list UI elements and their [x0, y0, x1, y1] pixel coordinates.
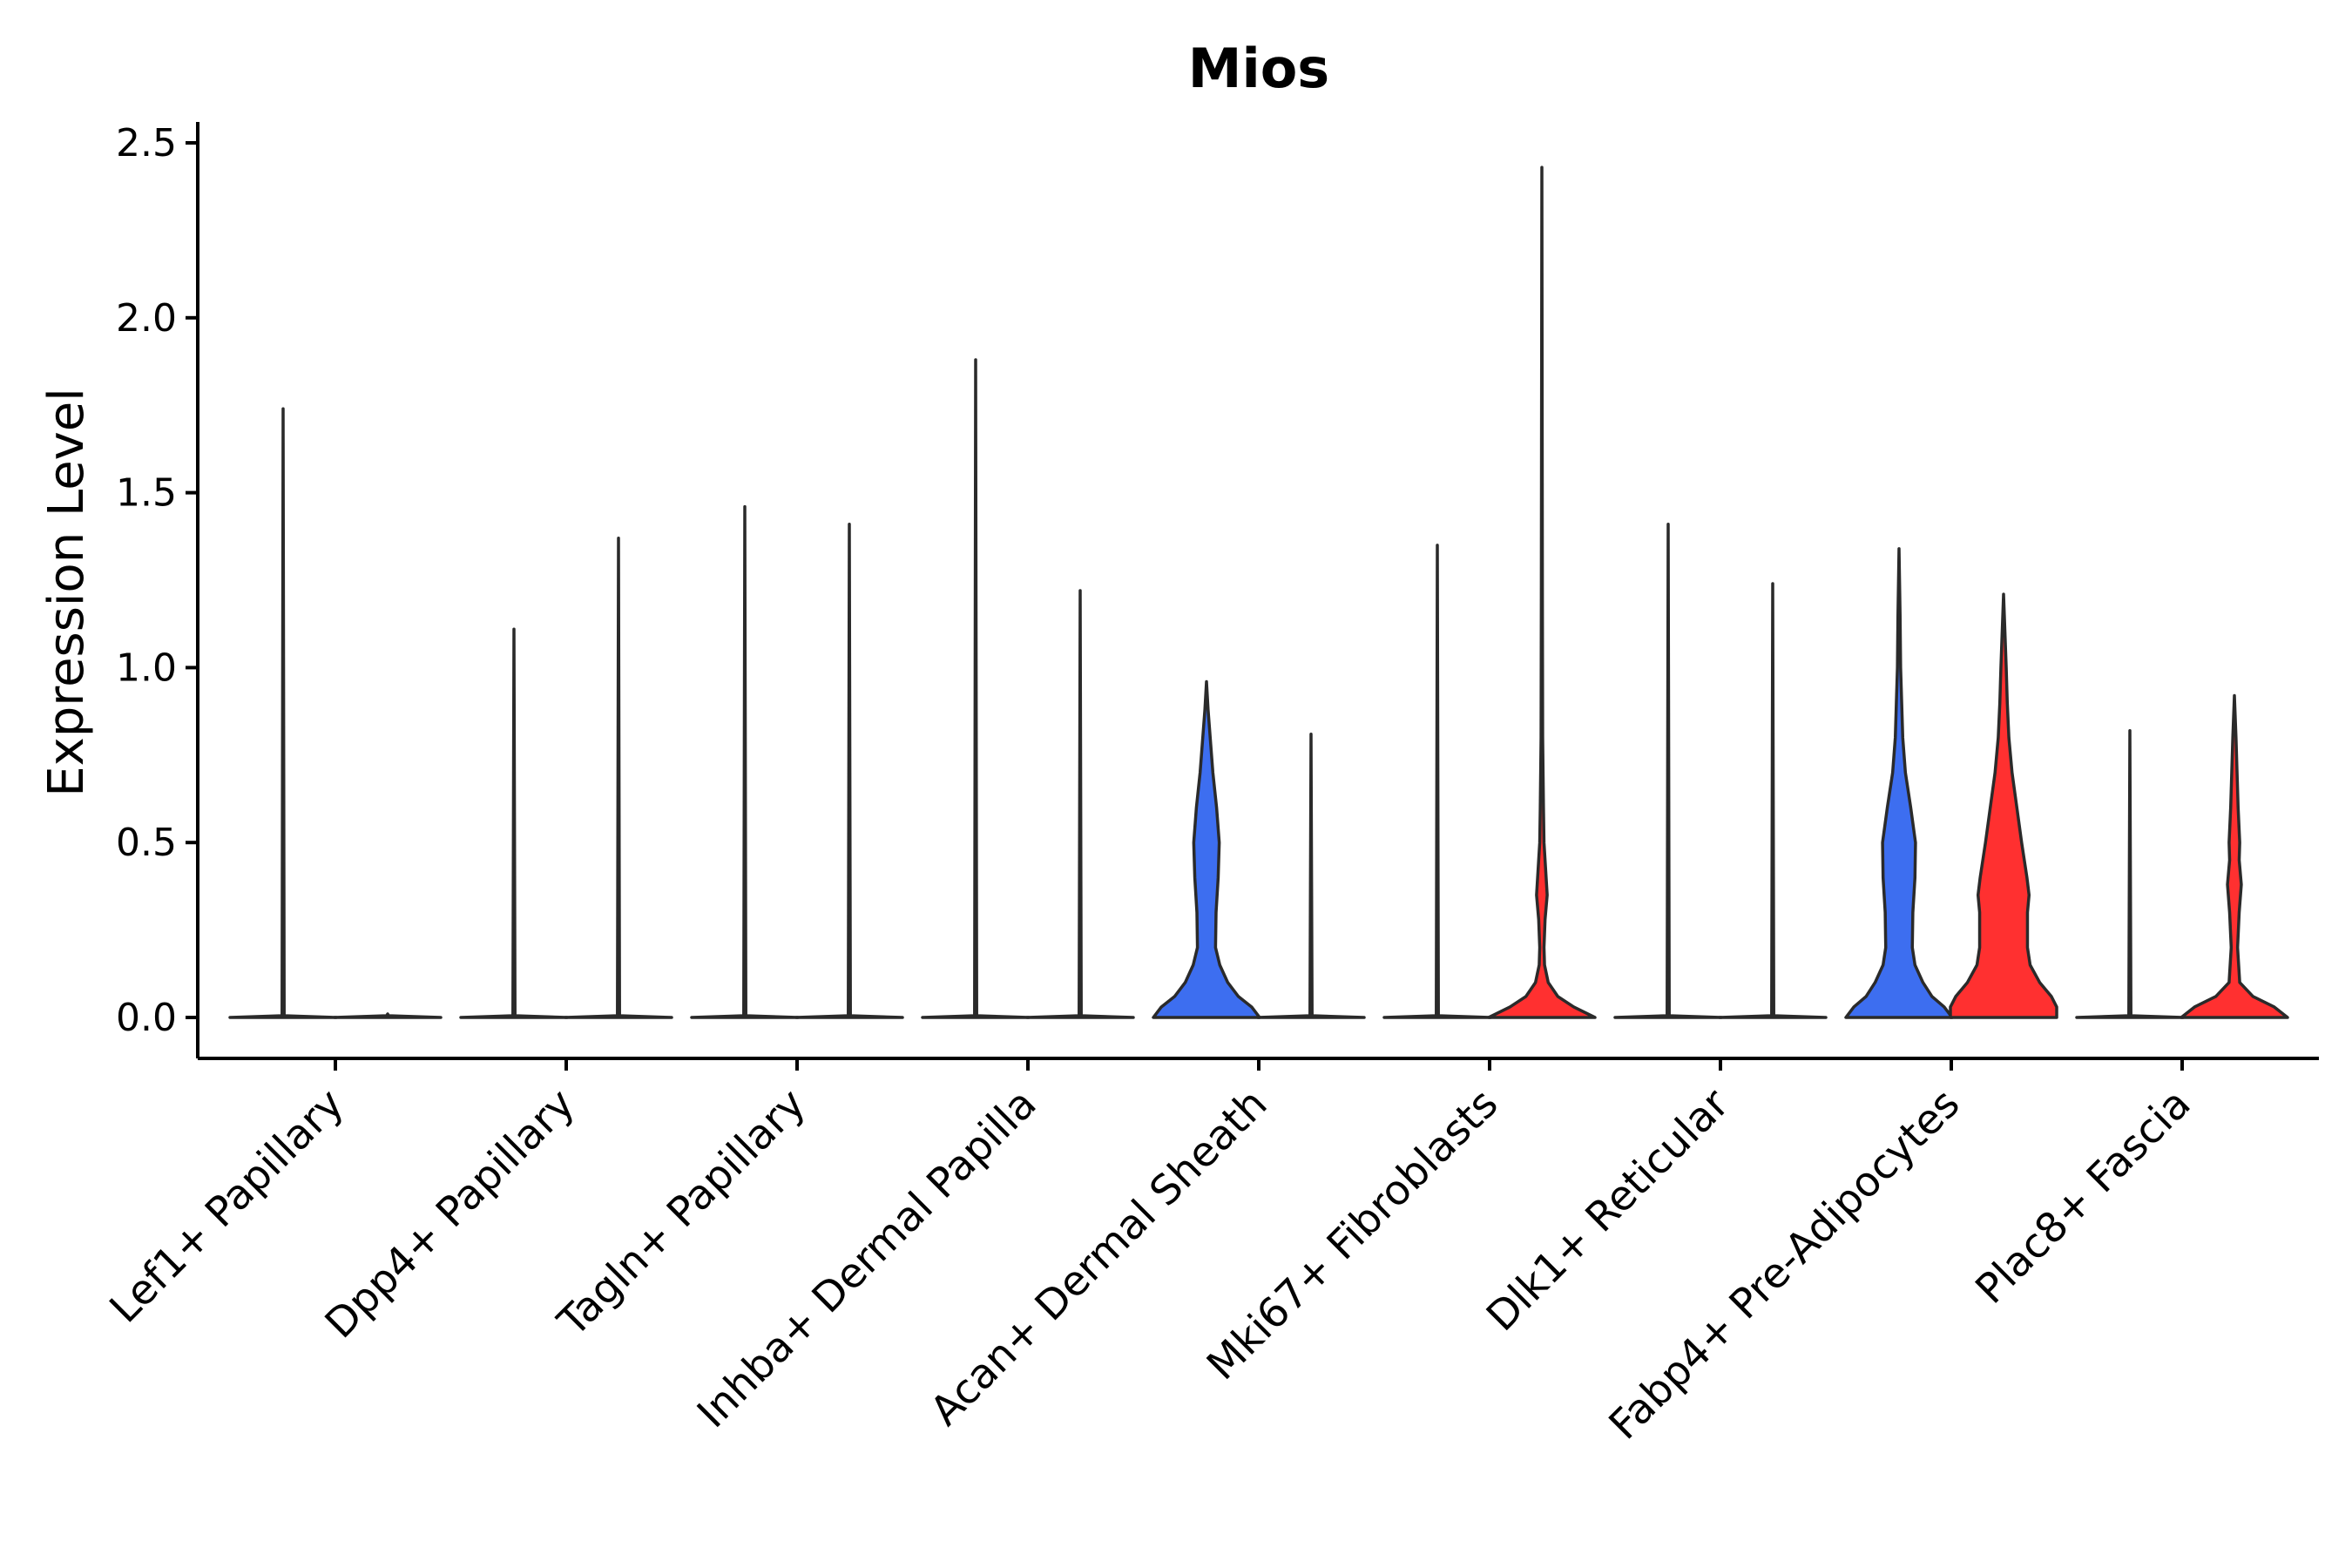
- x-tick-label: Dpp4+ Papillary: [316, 1080, 585, 1348]
- x-tick-label: Lef1+ Papillary: [101, 1080, 354, 1333]
- violin-group2-3: [1025, 589, 1135, 1019]
- violin-group1-7: [1844, 547, 1954, 1019]
- violin-group1-5: [1382, 544, 1492, 1019]
- y-axis-label: Expression Level: [38, 388, 95, 797]
- y-tick-label: 0.0: [116, 996, 177, 1040]
- y-axis-ticks: 0.0 0.5 1.0 1.5 2.0 2.5: [116, 121, 198, 1040]
- violin-group1-3: [921, 358, 1031, 1019]
- violin-group2-0: [333, 1012, 443, 1019]
- violin-group1-0: [228, 407, 338, 1019]
- violin-group1-2: [690, 504, 800, 1019]
- x-tick-label: Tagln+ Papillary: [549, 1080, 815, 1347]
- violin-group1-8: [2075, 728, 2185, 1019]
- violin-group2-2: [794, 522, 904, 1019]
- y-tick-label: 0.5: [116, 821, 177, 865]
- y-tick-label: 2.0: [116, 296, 177, 341]
- violin-group2-5: [1487, 166, 1597, 1019]
- y-tick-label: 1.5: [116, 471, 177, 516]
- y-tick-label: 2.5: [116, 121, 177, 166]
- violin-group: [228, 166, 2289, 1019]
- violin-group1-1: [459, 627, 569, 1019]
- y-tick-label: 1.0: [116, 645, 177, 690]
- violin-group1-6: [1613, 522, 1723, 1019]
- violin-group2-1: [564, 537, 673, 1019]
- chart-title: Mios: [1188, 37, 1329, 100]
- violin-group2-7: [1949, 592, 2058, 1019]
- x-tick-label: Dlk1+ Reticular: [1477, 1079, 1739, 1341]
- violin-group2-8: [2180, 693, 2289, 1019]
- violin-group2-6: [1718, 582, 1828, 1019]
- violin-group1-4: [1152, 679, 1261, 1019]
- x-tick-label: Plac8+ Fascia: [1967, 1080, 2200, 1314]
- violin-group2-4: [1256, 732, 1366, 1019]
